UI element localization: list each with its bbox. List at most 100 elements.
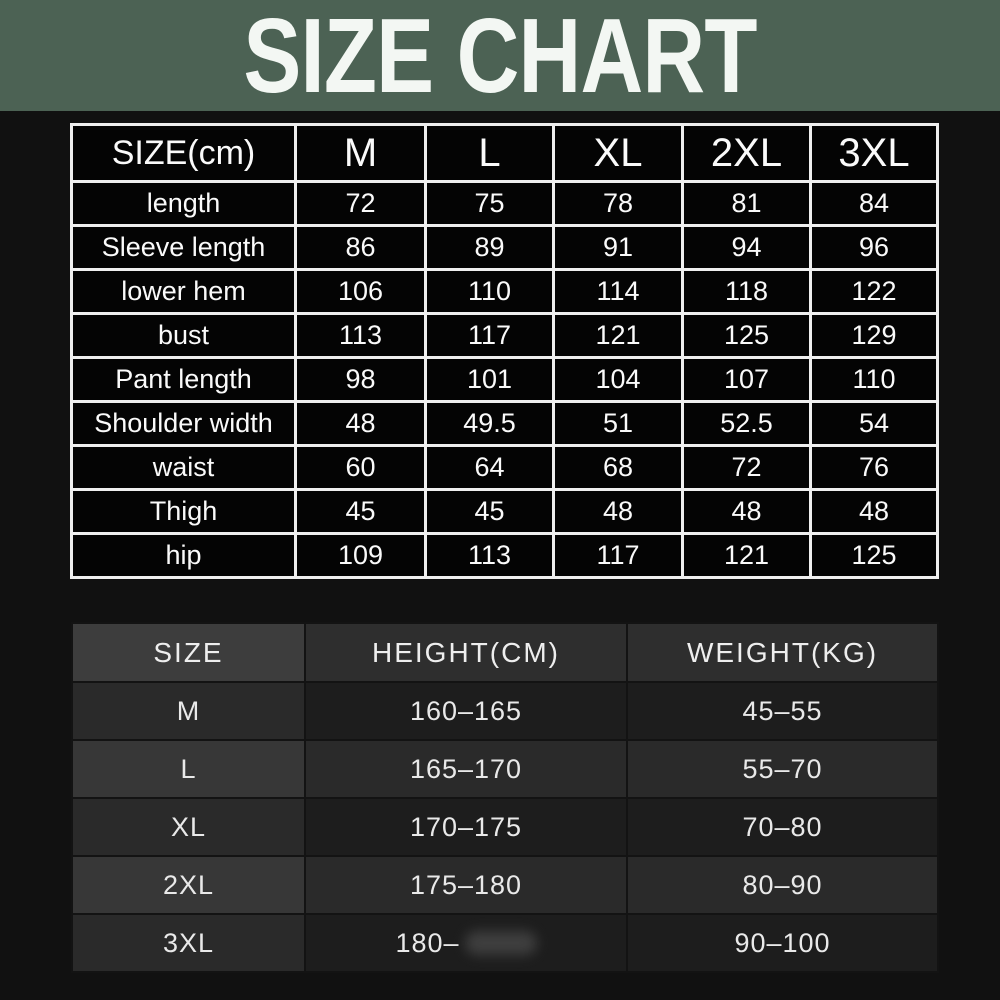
cell-value: 75 bbox=[424, 180, 555, 227]
fit-table-header-weight: WEIGHT(KG) bbox=[626, 622, 939, 683]
weight-value: 70–80 bbox=[626, 797, 939, 857]
cell-value: 117 bbox=[552, 532, 684, 579]
weight-value: 55–70 bbox=[626, 739, 939, 799]
cell-value: 114 bbox=[552, 268, 684, 315]
row-label: length bbox=[70, 180, 297, 227]
size-label: M bbox=[71, 681, 306, 741]
cell-value: 76 bbox=[809, 444, 939, 491]
cell-value: 78 bbox=[552, 180, 684, 227]
cell-value: 122 bbox=[809, 268, 939, 315]
cell-value: 81 bbox=[681, 180, 812, 227]
table-row-length: length 72 75 78 81 84 bbox=[70, 180, 939, 227]
weight-value: 90–100 bbox=[626, 913, 939, 973]
size-label: 2XL bbox=[71, 855, 306, 915]
cell-value: 72 bbox=[294, 180, 427, 227]
cell-value: 117 bbox=[424, 312, 555, 359]
cell-value: 121 bbox=[552, 312, 684, 359]
page-title: SIZE CHART bbox=[243, 0, 757, 115]
cell-value: 91 bbox=[552, 224, 684, 271]
cell-value: 52.5 bbox=[681, 400, 812, 447]
table-row-thigh: Thigh 45 45 48 48 48 bbox=[70, 488, 939, 535]
fit-row-3xl: 3XL 180– 90–100 bbox=[71, 913, 939, 973]
cell-value: 125 bbox=[681, 312, 812, 359]
fit-table-header-height: HEIGHT(CM) bbox=[304, 622, 628, 683]
size-measurements-table: SIZE(cm) M L XL 2XL 3XL length 72 75 78 … bbox=[70, 123, 939, 579]
cell-value: 125 bbox=[809, 532, 939, 579]
cell-value: 101 bbox=[424, 356, 555, 403]
row-label: waist bbox=[70, 444, 297, 491]
table-row-bust: bust 113 117 121 125 129 bbox=[70, 312, 939, 359]
height-value: 160–165 bbox=[304, 681, 628, 741]
fit-table-header-size: SIZE bbox=[71, 622, 306, 683]
table-row-sleeve-length: Sleeve length 86 89 91 94 96 bbox=[70, 224, 939, 271]
height-value: 170–175 bbox=[304, 797, 628, 857]
cell-value: 64 bbox=[424, 444, 555, 491]
cell-value: 89 bbox=[424, 224, 555, 271]
cell-value: 113 bbox=[424, 532, 555, 579]
row-label: Shoulder width bbox=[70, 400, 297, 447]
row-label: Sleeve length bbox=[70, 224, 297, 271]
size-table-header-3xl: 3XL bbox=[809, 123, 939, 183]
row-label: lower hem bbox=[70, 268, 297, 315]
cell-value: 129 bbox=[809, 312, 939, 359]
cell-value: 72 bbox=[681, 444, 812, 491]
height-value-partial: 180– bbox=[395, 927, 460, 958]
size-table-header-m: M bbox=[294, 123, 427, 183]
row-label: Thigh bbox=[70, 488, 297, 535]
size-label: L bbox=[71, 739, 306, 799]
cell-value: 60 bbox=[294, 444, 427, 491]
table-row-pant-length: Pant length 98 101 104 107 110 bbox=[70, 356, 939, 403]
cell-value: 48 bbox=[552, 488, 684, 535]
row-label: bust bbox=[70, 312, 297, 359]
fit-row-xl: XL 170–175 70–80 bbox=[71, 797, 939, 857]
title-banner: SIZE CHART bbox=[0, 0, 1000, 111]
cell-value: 94 bbox=[681, 224, 812, 271]
cell-value: 110 bbox=[809, 356, 939, 403]
cell-value: 107 bbox=[681, 356, 812, 403]
cell-value: 45 bbox=[424, 488, 555, 535]
size-table-header-size: SIZE(cm) bbox=[70, 123, 297, 183]
row-label: hip bbox=[70, 532, 297, 579]
cell-value: 54 bbox=[809, 400, 939, 447]
table-row-shoulder-width: Shoulder width 48 49.5 51 52.5 54 bbox=[70, 400, 939, 447]
fit-table-header-row: SIZE HEIGHT(CM) WEIGHT(KG) bbox=[71, 622, 939, 683]
size-label: XL bbox=[71, 797, 306, 857]
size-table-header-2xl: 2XL bbox=[681, 123, 812, 183]
fit-row-2xl: 2XL 175–180 80–90 bbox=[71, 855, 939, 915]
fit-row-l: L 165–170 55–70 bbox=[71, 739, 939, 799]
cell-value: 110 bbox=[424, 268, 555, 315]
size-table-header-xl: XL bbox=[552, 123, 684, 183]
row-label: Pant length bbox=[70, 356, 297, 403]
cell-value: 48 bbox=[681, 488, 812, 535]
cell-value: 113 bbox=[294, 312, 427, 359]
cell-value: 98 bbox=[294, 356, 427, 403]
cell-value: 68 bbox=[552, 444, 684, 491]
height-value: 165–170 bbox=[304, 739, 628, 799]
size-table-header-row: SIZE(cm) M L XL 2XL 3XL bbox=[70, 123, 939, 183]
table-row-lower-hem: lower hem 106 110 114 118 122 bbox=[70, 268, 939, 315]
cell-value: 49.5 bbox=[424, 400, 555, 447]
cell-value: 45 bbox=[294, 488, 427, 535]
cell-value: 84 bbox=[809, 180, 939, 227]
height-value: 175–180 bbox=[304, 855, 628, 915]
blurred-height-value bbox=[464, 930, 537, 955]
cell-value: 118 bbox=[681, 268, 812, 315]
size-table-header-l: L bbox=[424, 123, 555, 183]
cell-value: 96 bbox=[809, 224, 939, 271]
cell-value: 106 bbox=[294, 268, 427, 315]
weight-value: 45–55 bbox=[626, 681, 939, 741]
height-weight-table: SIZE HEIGHT(CM) WEIGHT(KG) M 160–165 45–… bbox=[71, 622, 939, 973]
cell-value: 51 bbox=[552, 400, 684, 447]
height-value: 180– bbox=[304, 913, 628, 973]
cell-value: 86 bbox=[294, 224, 427, 271]
fit-row-m: M 160–165 45–55 bbox=[71, 681, 939, 741]
cell-value: 109 bbox=[294, 532, 427, 579]
cell-value: 121 bbox=[681, 532, 812, 579]
cell-value: 48 bbox=[809, 488, 939, 535]
table-row-waist: waist 60 64 68 72 76 bbox=[70, 444, 939, 491]
size-label: 3XL bbox=[71, 913, 306, 973]
cell-value: 48 bbox=[294, 400, 427, 447]
table-row-hip: hip 109 113 117 121 125 bbox=[70, 532, 939, 579]
weight-value: 80–90 bbox=[626, 855, 939, 915]
